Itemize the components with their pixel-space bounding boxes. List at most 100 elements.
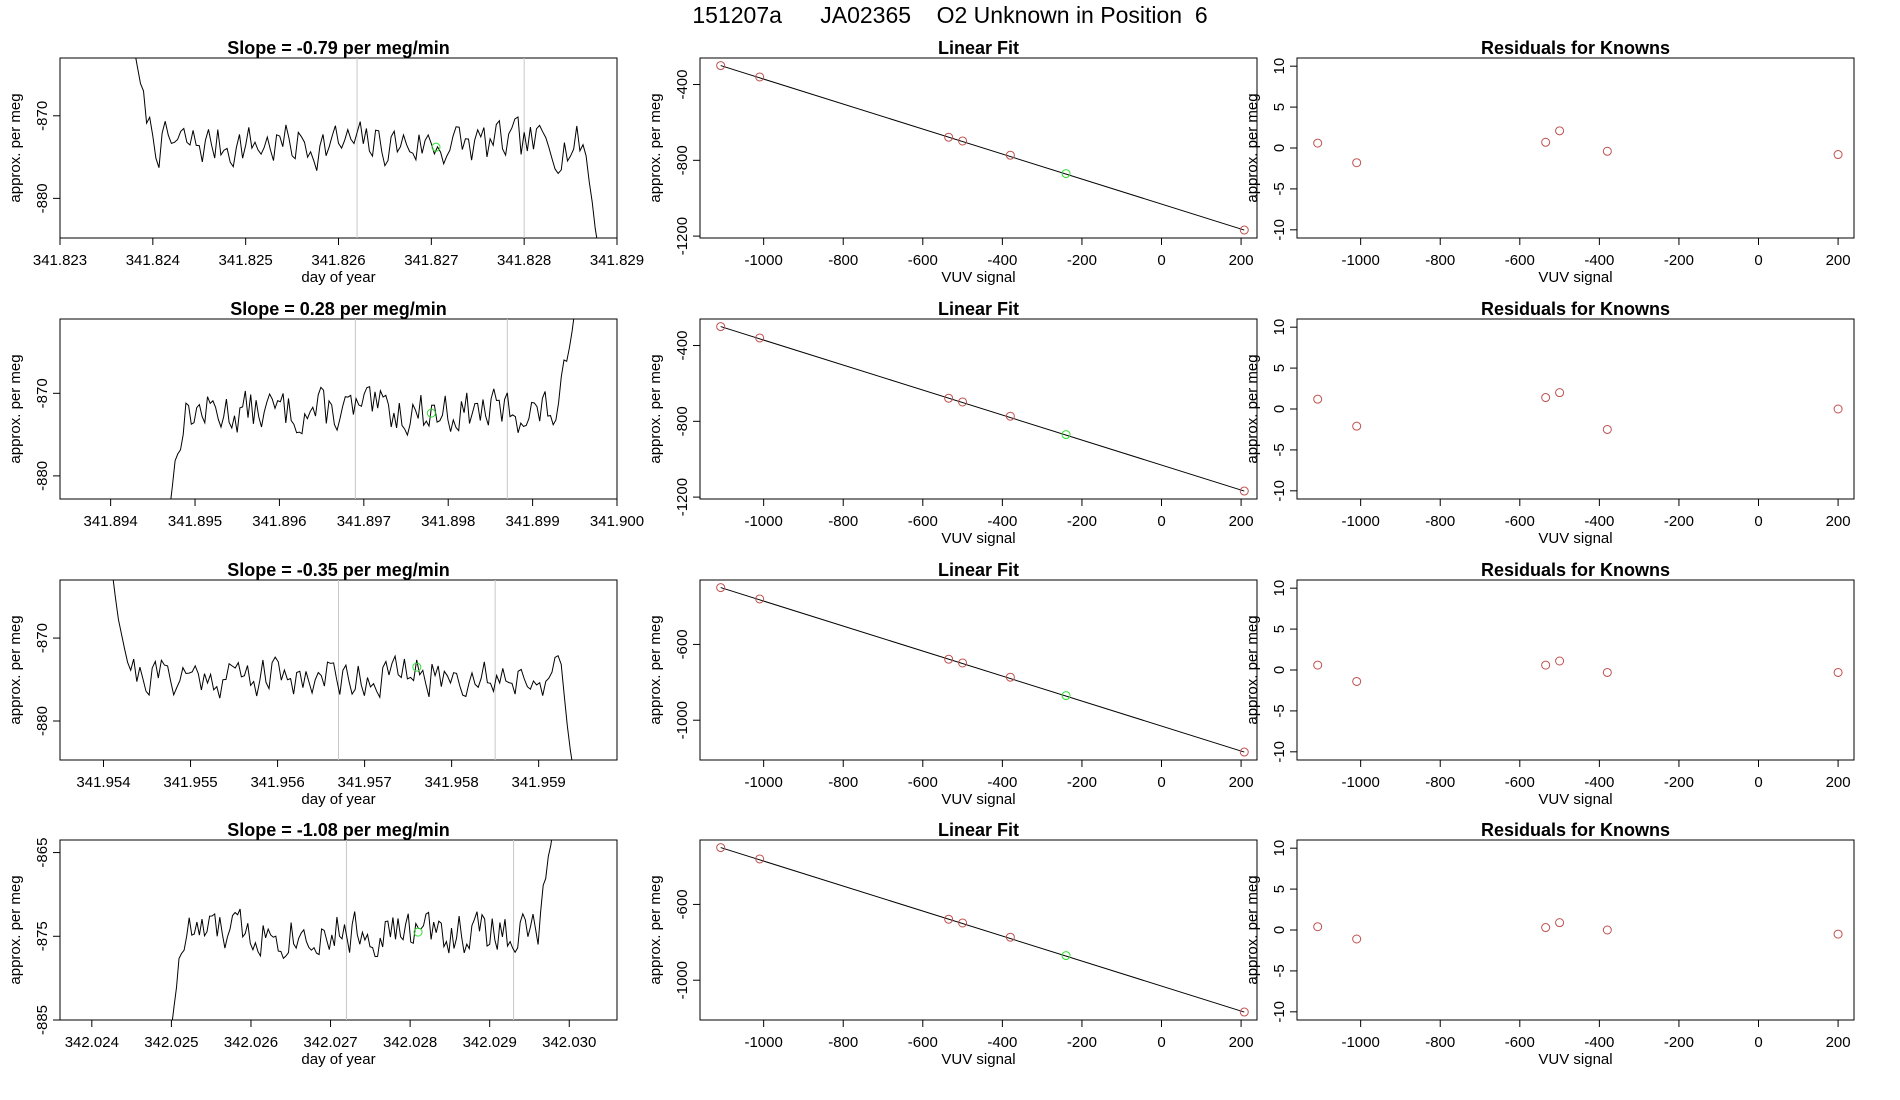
y-tick-label: 5 bbox=[1271, 885, 1288, 893]
chart-panel-r0c0: Slope = -0.79 per meg/min 341.823 341.824 3… bbox=[7, 38, 644, 286]
known-point bbox=[1352, 934, 1362, 944]
known-point bbox=[1352, 421, 1362, 431]
x-tick-label: 0 bbox=[1754, 252, 1762, 269]
plot-box bbox=[59, 318, 618, 500]
x-axis-label: day of year bbox=[301, 269, 375, 286]
x-tick-label: 341.825 bbox=[219, 252, 273, 269]
y-axis-label: approx. per meg bbox=[7, 615, 24, 724]
y-tick-label: 10 bbox=[1271, 840, 1288, 857]
y-axis-label: approx. per meg bbox=[1244, 93, 1261, 202]
x-tick-label: 200 bbox=[1229, 252, 1254, 269]
plot-area bbox=[1313, 656, 1843, 686]
y-tick-label: 10 bbox=[1271, 580, 1288, 597]
x-axis-label: day of year bbox=[301, 1051, 375, 1068]
unknown-point bbox=[1061, 430, 1071, 440]
known-point bbox=[1833, 150, 1843, 160]
x-tick-label: -1000 bbox=[1341, 1034, 1379, 1051]
known-point bbox=[1005, 150, 1015, 160]
known-point bbox=[1833, 667, 1843, 677]
y-tick-label: 0 bbox=[1271, 666, 1288, 674]
plot-area bbox=[716, 583, 1249, 757]
x-tick-label: -1000 bbox=[1341, 252, 1379, 269]
x-tick-label: 341.954 bbox=[76, 774, 130, 791]
known-point bbox=[1313, 922, 1323, 932]
chart-panel-r2c2: Residuals for Knowns-1000 -800 -600 -400 -20… bbox=[1244, 560, 1855, 808]
x-tick-label: 342.024 bbox=[65, 1034, 119, 1051]
known-point bbox=[1239, 1007, 1249, 1017]
x-tick-label: -200 bbox=[1067, 513, 1097, 530]
plot-box bbox=[1296, 57, 1855, 239]
chart-panel-r0c2: Residuals for Knowns-1000 -800 -600 -400 -20… bbox=[1244, 38, 1855, 286]
x-tick-label: 341.898 bbox=[421, 513, 475, 530]
known-point bbox=[755, 594, 765, 604]
y-tick-label: -1000 bbox=[674, 961, 691, 999]
x-tick-label: -600 bbox=[1505, 1034, 1535, 1051]
y-axis-label: approx. per meg bbox=[7, 875, 24, 984]
x-tick-label: 341.959 bbox=[512, 774, 566, 791]
known-point bbox=[1239, 747, 1249, 757]
x-tick-label: 341.958 bbox=[425, 774, 479, 791]
x-tick-label: 341.955 bbox=[163, 774, 217, 791]
known-point bbox=[1239, 225, 1249, 235]
known-point bbox=[1541, 660, 1551, 670]
known-point bbox=[1313, 394, 1323, 404]
plot-box bbox=[1296, 839, 1855, 1021]
x-tick-label: 200 bbox=[1229, 774, 1254, 791]
x-tick-label: 341.957 bbox=[337, 774, 391, 791]
chart-title: Residuals for Knowns bbox=[1481, 38, 1670, 58]
unknown-marker bbox=[426, 408, 436, 418]
y-axis-label: approx. per meg bbox=[647, 875, 664, 984]
x-tick-label: -400 bbox=[987, 252, 1017, 269]
chart-title: Slope = 0.28 per meg/min bbox=[230, 299, 447, 319]
plot-area bbox=[112, 580, 573, 760]
x-tick-label: 341.896 bbox=[252, 513, 306, 530]
x-tick-label: 200 bbox=[1826, 774, 1851, 791]
known-point bbox=[1352, 676, 1362, 686]
x-tick-label: -800 bbox=[828, 252, 858, 269]
known-point bbox=[958, 658, 968, 668]
chart-panel-r3c0: Slope = -1.08 per meg/min 342.024 342.025 3… bbox=[7, 820, 618, 1068]
x-tick-label: 200 bbox=[1229, 513, 1254, 530]
y-tick-label: -880 bbox=[34, 461, 51, 491]
chart-title: Slope = -0.35 per meg/min bbox=[227, 560, 450, 580]
x-tick-label: 200 bbox=[1826, 252, 1851, 269]
x-tick-label: -600 bbox=[1505, 774, 1535, 791]
x-tick-label: -1000 bbox=[744, 252, 782, 269]
x-tick-label: -400 bbox=[1584, 1034, 1614, 1051]
x-axis-label: VUV signal bbox=[1538, 1051, 1612, 1068]
plot-area bbox=[1313, 388, 1843, 434]
x-tick-label: 341.900 bbox=[590, 513, 644, 530]
y-tick-label: -600 bbox=[674, 889, 691, 919]
fit-line bbox=[720, 587, 1245, 753]
x-tick-label: -400 bbox=[987, 513, 1017, 530]
known-point bbox=[1555, 918, 1565, 928]
x-tick-label: -1000 bbox=[744, 1034, 782, 1051]
x-tick-label: -200 bbox=[1664, 252, 1694, 269]
x-tick-label: -1000 bbox=[744, 774, 782, 791]
x-tick-label: -400 bbox=[987, 1034, 1017, 1051]
x-tick-label: -400 bbox=[1584, 252, 1614, 269]
y-tick-label: -800 bbox=[674, 406, 691, 436]
known-point bbox=[755, 333, 765, 343]
y-tick-label: -400 bbox=[674, 70, 691, 100]
plot-box bbox=[699, 579, 1258, 761]
y-tick-label: -5 bbox=[1271, 182, 1288, 195]
y-tick-label: -870 bbox=[34, 623, 51, 653]
x-tick-label: -200 bbox=[1664, 513, 1694, 530]
chart-panel-r1c0: Slope = 0.28 per meg/min 341.894 341.895 34… bbox=[7, 299, 644, 530]
y-tick-label: -880 bbox=[34, 706, 51, 736]
x-tick-label: 0 bbox=[1157, 513, 1165, 530]
x-tick-label: 0 bbox=[1754, 1034, 1762, 1051]
known-point bbox=[1555, 126, 1565, 136]
x-tick-label: 341.894 bbox=[84, 513, 138, 530]
y-axis-label: approx. per meg bbox=[647, 354, 664, 463]
plot-area bbox=[716, 843, 1249, 1017]
plot-area bbox=[171, 840, 553, 1020]
fit-line bbox=[720, 847, 1245, 1013]
series-line bbox=[170, 319, 575, 499]
x-tick-label: -800 bbox=[828, 774, 858, 791]
x-axis-label: VUV signal bbox=[941, 791, 1015, 808]
x-tick-label: 342.026 bbox=[224, 1034, 278, 1051]
